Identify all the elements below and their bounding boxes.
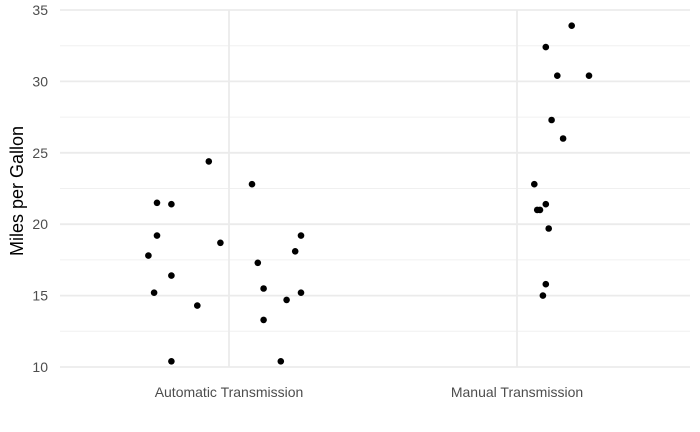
data-point: [531, 180, 538, 188]
grid-lines: [60, 9, 690, 368]
data-point: [545, 225, 552, 232]
data-point: [291, 248, 299, 255]
y-tick-label: 25: [32, 145, 48, 161]
data-point: [153, 232, 161, 239]
data-point: [254, 259, 262, 267]
data-point: [559, 135, 567, 142]
data-point: [568, 22, 575, 30]
y-tick-label: 10: [32, 359, 48, 375]
data-point: [536, 206, 544, 214]
data-point: [283, 296, 290, 304]
data-point: [539, 292, 547, 299]
data-point: [297, 289, 305, 297]
data-points: [145, 22, 593, 365]
data-point: [542, 200, 550, 208]
y-axis-tick-labels: 10 15 20 25 30 35: [32, 2, 48, 375]
data-point: [168, 358, 175, 365]
data-point: [260, 316, 267, 324]
data-point: [150, 289, 158, 297]
data-point: [585, 72, 593, 79]
data-point: [168, 272, 175, 279]
data-point: [260, 285, 267, 292]
data-point: [248, 180, 256, 188]
data-point: [194, 302, 201, 309]
data-point: [145, 252, 152, 259]
x-axis-tick-labels: Automatic Transmission Manual Transmissio…: [155, 384, 583, 400]
data-point: [168, 200, 175, 208]
data-point: [153, 199, 161, 207]
data-point: [217, 239, 224, 247]
y-tick-label: 35: [32, 2, 48, 18]
x-tick-label: Manual Transmission: [451, 384, 583, 400]
data-point: [554, 72, 561, 79]
data-point: [205, 158, 213, 165]
y-tick-label: 20: [32, 216, 48, 232]
x-tick-label: Automatic Transmission: [155, 384, 304, 400]
y-axis-title: Miles per Gallon: [7, 126, 27, 256]
data-point: [542, 280, 550, 288]
data-point: [548, 116, 555, 124]
y-tick-label: 30: [32, 73, 48, 89]
data-point: [542, 43, 550, 51]
y-tick-label: 15: [32, 288, 48, 304]
data-point: [277, 358, 285, 365]
data-point: [297, 232, 305, 239]
